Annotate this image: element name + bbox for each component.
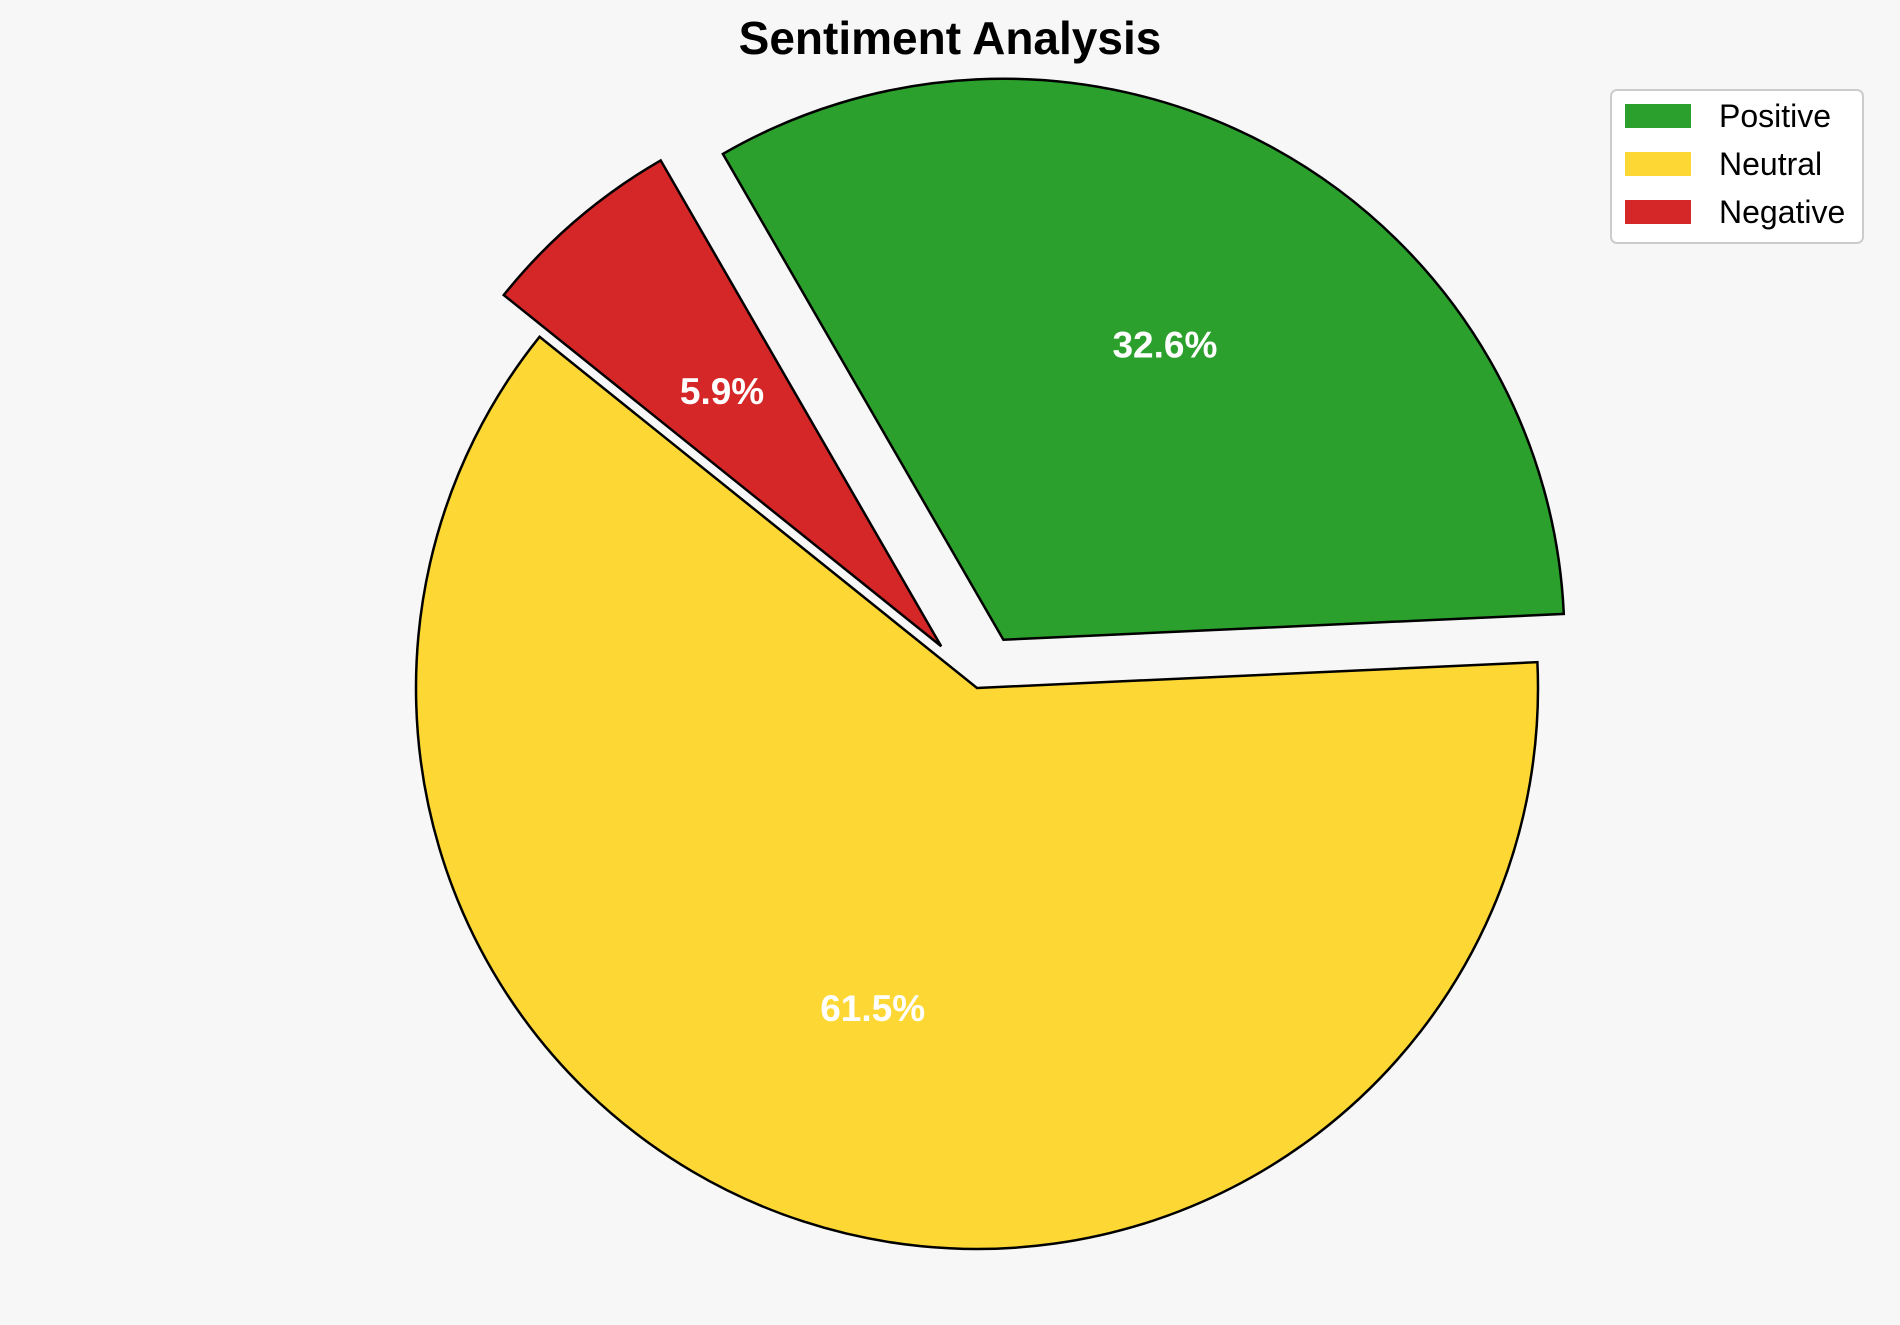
slice-label-positive: 32.6% xyxy=(1112,324,1217,365)
legend-swatch-positive xyxy=(1625,104,1691,128)
legend-label-negative: Negative xyxy=(1719,194,1845,230)
legend-item-neutral: Neutral xyxy=(1625,146,1822,182)
legend-item-negative: Negative xyxy=(1625,194,1845,230)
pie-slice-labels: 32.6% 61.5% 5.9% xyxy=(680,324,1218,1029)
legend-item-positive: Positive xyxy=(1625,98,1831,134)
chart-title: Sentiment Analysis xyxy=(739,12,1162,64)
legend: Positive Neutral Negative xyxy=(1610,89,1864,244)
legend-label-positive: Positive xyxy=(1719,98,1831,134)
slice-positive xyxy=(721,77,1566,642)
slice-neutral xyxy=(414,335,1540,1251)
legend-items: Positive Neutral Negative xyxy=(1625,98,1845,230)
legend-swatch-neutral xyxy=(1625,152,1691,176)
slice-negative xyxy=(501,158,943,648)
legend-swatch-negative xyxy=(1625,200,1691,224)
slice-label-neutral: 61.5% xyxy=(820,988,925,1029)
legend-label-neutral: Neutral xyxy=(1719,146,1822,182)
slice-label-negative: 5.9% xyxy=(680,371,764,412)
pie-slices xyxy=(414,77,1566,1251)
